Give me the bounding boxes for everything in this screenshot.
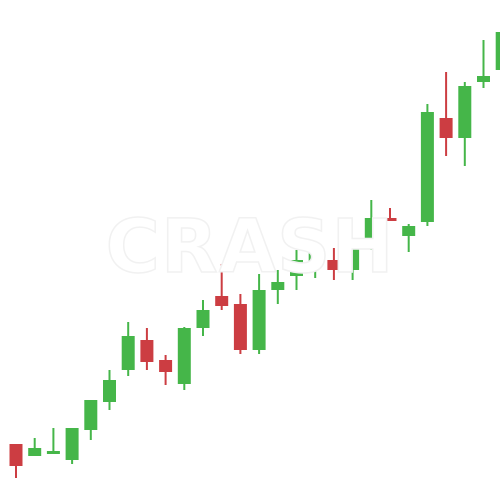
- candle-body: [215, 296, 229, 306]
- candle-wick: [220, 264, 223, 310]
- candle-body: [495, 32, 500, 70]
- candles-group: [9, 32, 500, 478]
- candle-body: [383, 218, 397, 221]
- candle-body: [103, 380, 116, 402]
- candle-body: [233, 304, 247, 350]
- candle-body: [252, 290, 266, 350]
- candle-body: [177, 328, 191, 384]
- candle-body: [327, 260, 341, 270]
- candle-body: [28, 448, 42, 456]
- candle-body: [65, 428, 79, 460]
- candle-wick: [445, 72, 448, 156]
- candle-wick: [407, 224, 410, 252]
- candle-body: [84, 400, 98, 430]
- candle-body: [402, 226, 416, 236]
- candle-body: [477, 76, 490, 82]
- candle-body: [140, 340, 154, 362]
- candle-body: [364, 218, 378, 240]
- candle-body: [9, 444, 23, 466]
- candle-body: [46, 451, 60, 454]
- watermark-text: CRASH: [106, 204, 395, 290]
- candle-body: [290, 260, 303, 276]
- candle-body: [121, 336, 135, 370]
- candle-body: [439, 118, 453, 138]
- candle-body: [420, 112, 434, 222]
- candle-wick: [33, 438, 36, 455]
- candle-body: [271, 282, 285, 290]
- candle-wick: [52, 428, 55, 454]
- candle-wick: [389, 208, 391, 220]
- candle-wick: [482, 40, 485, 88]
- candle-body: [196, 310, 210, 328]
- candle-body: [308, 250, 322, 264]
- candle-body: [458, 86, 472, 138]
- candle-body: [346, 242, 360, 270]
- candle-body: [159, 360, 173, 372]
